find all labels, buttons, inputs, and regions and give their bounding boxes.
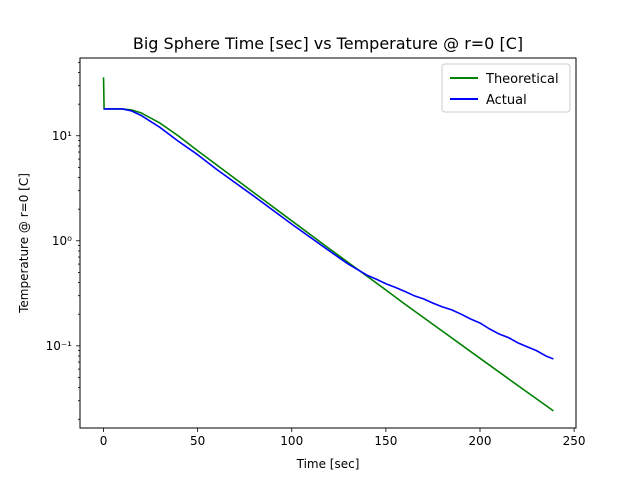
x-tick-label: 250 (563, 434, 586, 448)
legend-label-actual: Actual (486, 93, 527, 108)
y-tick-label: 10⁻¹ (46, 339, 73, 353)
plot-frame (79, 57, 577, 429)
x-tick-label: 150 (374, 434, 397, 448)
y-axis-ticks: 10⁻¹ 10⁰ 10¹ (46, 61, 80, 420)
legend-label-theoretical: Theoretical (485, 72, 559, 87)
x-tick-label: 0 (100, 434, 108, 448)
x-axis-ticks: 0 50 100 150 200 250 (100, 428, 586, 448)
x-tick-label: 100 (280, 434, 303, 448)
series-layer (102, 77, 554, 412)
y-axis-label: Temperature @ r=0 [C] (17, 173, 31, 314)
plot-area (79, 57, 577, 429)
series-line-theoretical (102, 77, 554, 412)
x-axis-label: Time [sec] (296, 457, 360, 471)
y-tick-label: 10⁰ (52, 234, 72, 248)
y-tick-label: 10¹ (52, 129, 72, 143)
legend: Theoretical Actual (441, 63, 571, 113)
x-tick-label: 200 (469, 434, 492, 448)
x-tick-label: 50 (190, 434, 205, 448)
chart-title: Big Sphere Time [sec] vs Temperature @ r… (133, 34, 523, 53)
series-line-actual (103, 108, 554, 360)
